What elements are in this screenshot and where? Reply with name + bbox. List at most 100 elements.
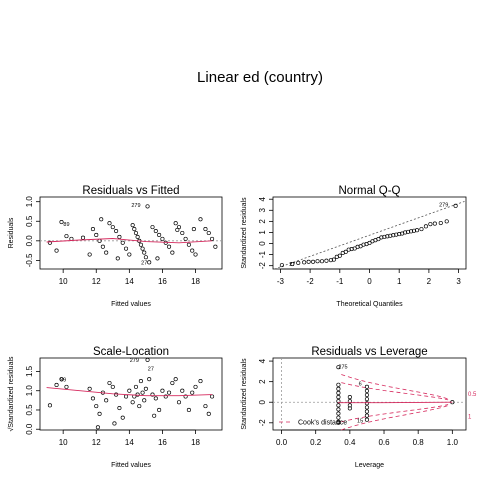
data-point [181,389,184,392]
data-point [146,205,149,208]
x-tick-label: 12 [92,438,101,447]
x-axis-label: Theoretical Quantiles [336,301,403,308]
cooks-level-label: 1 [468,415,472,421]
data-point [433,222,436,225]
panel-normal-qq: Normal Q-Q -3 -2 -1 0 1 2 3 Theoretical Quantile… [241,185,466,308]
data-point [311,260,314,263]
panel-scale-location: Scale-Location10 12 14 16 18Fitted values0.0… [7,346,222,469]
data-point [365,393,368,396]
y-tick-label: 3 [258,208,267,213]
data-point [192,227,195,230]
y-tick-label: 1.0 [25,385,34,397]
data-point [204,404,207,407]
x-tick-label: 14 [125,438,134,447]
x-tick-label: 10 [59,277,68,286]
data-point [65,234,68,237]
data-point [184,237,187,240]
data-point [174,222,177,225]
data-point [325,259,328,262]
data-point [111,225,114,228]
data-point [161,389,164,392]
data-point [143,251,146,254]
plot-frame [273,197,466,269]
x-tick-label: 10 [59,438,68,447]
x-tick-label: 14 [125,277,134,286]
y-tick-label: 2 [258,379,267,384]
y-tick-label: -2 [258,419,267,427]
point-label: 279 [439,202,448,208]
data-point [138,404,141,407]
data-point [320,260,323,263]
data-point [114,393,117,396]
data-point [65,385,68,388]
y-axis-label: Residuals [8,217,15,248]
panel-title: Residuals vs Leverage [311,346,427,358]
data-point [143,399,146,402]
data-point [191,249,194,252]
data-point [134,231,137,234]
data-point [420,227,423,230]
data-point [104,399,107,402]
x-tick-label: 16 [158,277,167,286]
data-point [204,227,207,230]
qq-reference-line [274,201,464,269]
data-point [128,253,131,256]
data-point [118,406,121,409]
data-point [91,397,94,400]
data-point [337,395,340,398]
data-point [136,393,139,396]
point-label: 27 [148,367,154,373]
data-point [187,408,190,411]
data-point [128,389,131,392]
data-point [124,395,127,398]
data-point [131,223,134,226]
data-point [81,236,84,239]
data-point [134,385,137,388]
x-tick-label: -3 [277,277,285,286]
y-axis-label: Standardized residuals [241,358,248,430]
data-point [154,229,157,232]
x-tick-label: 0.0 [276,438,288,447]
data-point [121,241,124,244]
point-label: 279 [130,358,139,364]
data-point [181,231,184,234]
data-point [167,391,170,394]
y-tick-label: -0.5 [25,253,34,267]
data-point [116,257,119,260]
data-point [161,237,164,240]
data-point [113,422,116,425]
panel-title: Residuals vs Fitted [82,185,179,197]
panel-title: Normal Q-Q [339,185,401,197]
y-tick-label: 0.5 [25,404,34,416]
data-point [194,253,197,256]
data-point [167,245,170,248]
y-tick-label: 4 [258,358,267,363]
data-point [429,222,432,225]
cooks-distance-contour [341,375,448,400]
data-point [91,227,94,230]
data-point [344,250,347,253]
x-tick-label: 0.4 [344,438,356,447]
data-point [199,379,202,382]
x-tick-label: -1 [336,277,344,286]
data-point [210,395,213,398]
data-point [207,412,210,415]
x-tick-label: 12 [92,277,101,286]
data-point [95,233,98,236]
data-point [337,408,340,411]
data-point [100,218,103,221]
data-point [365,410,368,413]
data-point [338,254,341,257]
point-label: 275 [338,364,347,370]
data-point [337,391,340,394]
data-point [156,257,159,260]
y-tick-label: 1.5 [25,365,34,377]
y-tick-label: 0.0 [25,423,34,435]
data-point [111,385,114,388]
y-tick-label: 0 [258,241,267,246]
data-point [214,245,217,248]
data-point [365,414,368,417]
data-point [146,358,149,361]
data-point [194,385,197,388]
